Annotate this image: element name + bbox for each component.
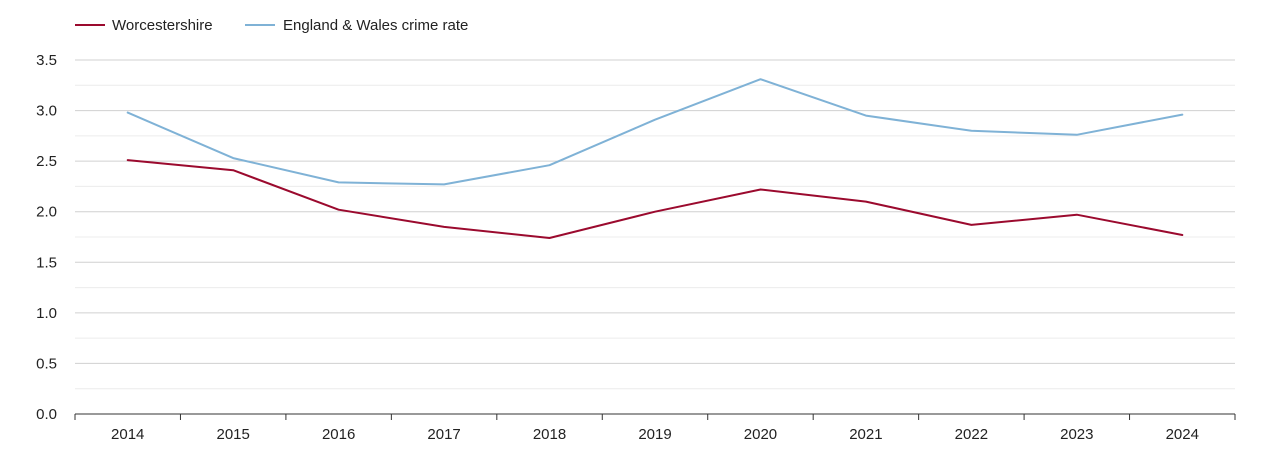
data-point-worcestershire[interactable] [860,196,872,208]
data-point-england-wales[interactable] [227,152,239,164]
data-point-england-wales[interactable] [649,114,661,126]
data-point-england-wales[interactable] [965,125,977,137]
y-tick-label: 2.0 [36,204,57,221]
y-tick-label: 1.5 [36,254,57,271]
data-point-england-wales[interactable] [122,107,134,119]
legend-label-worcestershire: Worcestershire [112,17,213,34]
x-axis: 2014 2015 2016 2017 2018 2019 2020 2021 2022 2023… [74,413,1236,443]
gridlines [75,59,1235,390]
y-tick-label: 3.5 [36,52,57,69]
x-tick-label: 2021 [849,426,882,443]
y-axis: 0.0 0.5 1.0 1.5 2.0 2.5 3.0 3.5 [36,52,57,423]
data-point-worcestershire[interactable] [333,204,345,216]
data-point-england-wales[interactable] [333,176,345,188]
data-point-worcestershire[interactable] [1176,229,1188,241]
legend-item-england-wales[interactable]: England & Wales crime rate [245,17,468,34]
y-tick-label: 1.0 [36,305,57,322]
x-tick-label: 2019 [638,426,671,443]
data-point-worcestershire[interactable] [438,221,450,233]
x-tick-label: 2024 [1166,426,1199,443]
legend-item-worcestershire[interactable]: Worcestershire [75,17,213,34]
x-tick-label: 2020 [744,426,777,443]
data-point-worcestershire[interactable] [1071,209,1083,221]
series-line-england-wales[interactable] [126,78,1184,186]
data-point-worcestershire[interactable] [754,183,766,195]
y-tick-label: 0.0 [36,406,57,423]
x-tick-label: 2015 [216,426,249,443]
data-point-england-wales[interactable] [1176,109,1188,121]
y-tick-label: 2.5 [36,153,57,170]
data-point-england-wales[interactable] [544,159,556,171]
x-tick-label: 2014 [111,426,144,443]
data-point-england-wales[interactable] [860,110,872,122]
series-lines [122,73,1188,244]
data-point-england-wales[interactable] [754,73,766,85]
y-tick-label: 3.0 [36,103,57,120]
series-line-worcestershire[interactable] [126,159,1184,239]
x-tick-label: 2016 [322,426,355,443]
data-point-worcestershire[interactable] [122,154,134,166]
data-point-worcestershire[interactable] [227,164,239,176]
data-point-england-wales[interactable] [438,178,450,190]
x-tick-label: 2017 [427,426,460,443]
y-tick-label: 0.5 [36,355,57,372]
x-tick-label: 2022 [955,426,988,443]
data-point-worcestershire[interactable] [965,219,977,231]
data-point-england-wales[interactable] [1071,129,1083,141]
legend-label-england-wales: England & Wales crime rate [283,17,468,34]
data-point-worcestershire[interactable] [649,206,661,218]
x-tick-label: 2018 [533,426,566,443]
legend: Worcestershire England & Wales crime rat… [75,17,468,34]
x-tick-label: 2023 [1060,426,1093,443]
data-point-worcestershire[interactable] [544,232,556,244]
